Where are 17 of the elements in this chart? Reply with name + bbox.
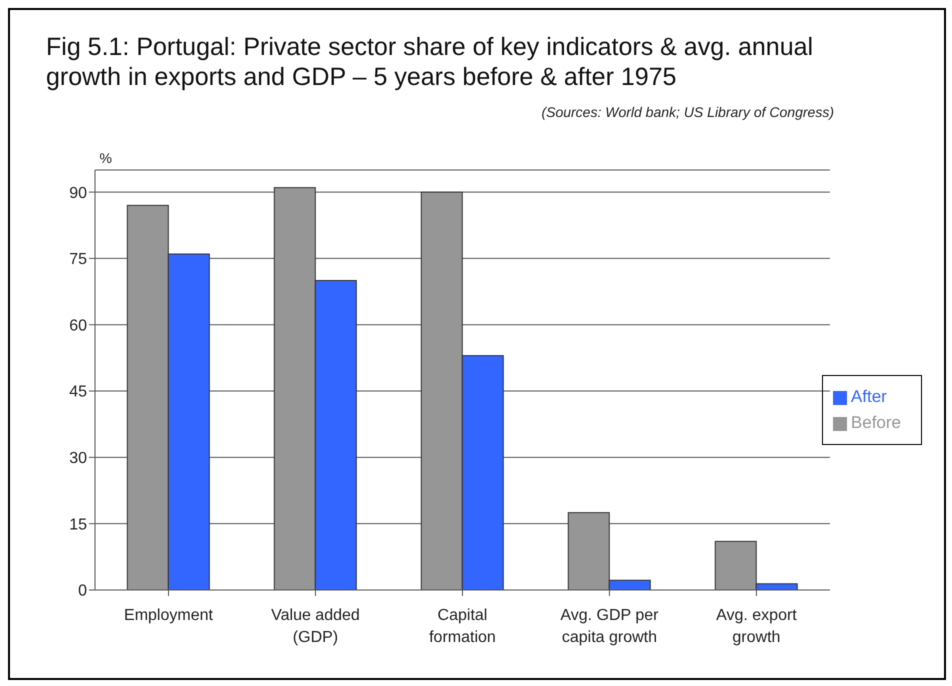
y-tick-label: 45: [69, 384, 88, 401]
legend-label: After: [850, 387, 887, 406]
y-tick-label: 0: [78, 582, 88, 600]
y-tick-label: 60: [69, 317, 88, 334]
legend-label: Before: [850, 413, 901, 432]
y-tick-label: 75: [69, 251, 88, 268]
x-tick-label: Avg. export growth: [716, 607, 798, 646]
y-tick-label: 30: [69, 450, 88, 468]
x-tick-label: Capital formation: [429, 607, 496, 646]
x-tick-label: Employment: [124, 607, 214, 624]
x-tick-label: Value added (GDP): [271, 607, 360, 646]
text: (Sources: World bank; US Library of Congress): [541, 104, 834, 120]
y-tick-label: 90: [69, 184, 88, 202]
x-tick-label: Avg. GDP per capita growth: [560, 607, 660, 646]
y-tick-label: 15: [69, 516, 88, 534]
y-axis-title: %: [100, 150, 112, 166]
chart-title: Fig 5.1: Portugal: Private sector share of key indicators & avg. annual growth in exports and GDP – 5 years before & after 1975: [46, 32, 814, 92]
